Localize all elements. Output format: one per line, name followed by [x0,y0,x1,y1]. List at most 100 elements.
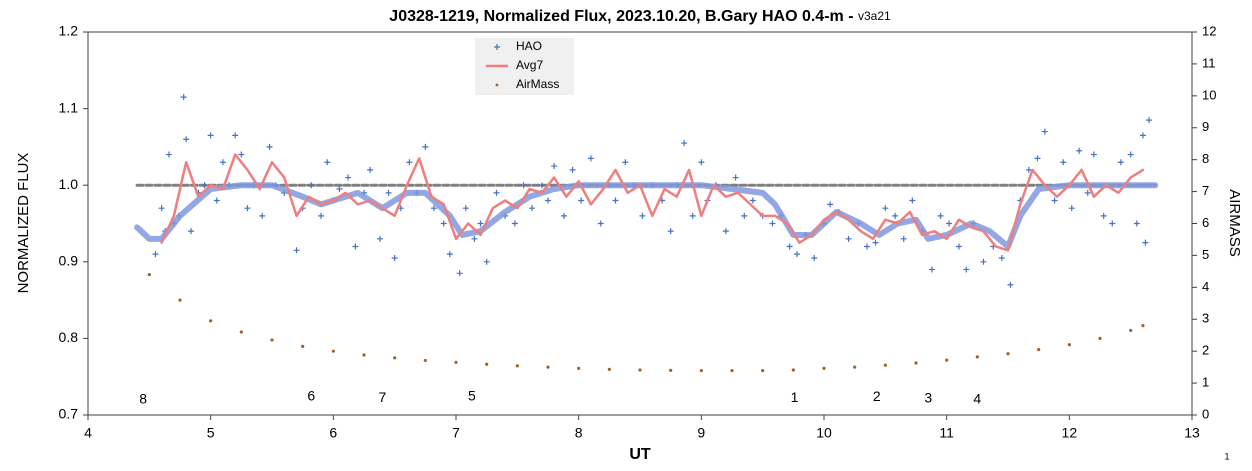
data-point [483,258,490,265]
data-point [1142,239,1149,246]
data-point [786,243,793,250]
data-point [1139,132,1146,139]
y2-tick-label: 6 [1202,215,1209,230]
data-point [1034,155,1041,162]
data-point [511,220,518,227]
data-point [336,186,343,193]
legend-label: Avg7 [516,58,543,72]
data-point [900,235,907,242]
data-point [545,197,551,204]
y-tick-label: 0.8 [59,329,79,345]
data-point [1007,281,1014,288]
x-tick-label: 9 [697,425,705,441]
annotation: 3 [924,390,932,406]
x-tick-label: 8 [575,425,583,441]
data-point [639,212,646,219]
data-point [909,197,916,204]
legend-marker [494,44,500,50]
airmass-point [178,298,182,302]
page-number: 1 [1224,451,1229,461]
airmass-point [669,368,673,372]
data-point [1025,166,1032,173]
y-tick-label: 0.9 [59,253,79,269]
data-point [612,197,619,204]
y-axis-label: NORMALIZED FLUX [15,153,32,294]
plot-frame [87,31,1193,416]
data-point [892,212,899,219]
data-point [376,235,383,242]
airmass-point [546,365,550,369]
airmass-point [914,361,918,365]
y-tick-label: 1.1 [59,99,79,115]
chart-title: J0328-1219, Normalized Flux, 2023.10.20,… [389,8,891,25]
avg-line [160,153,1145,252]
data-point [456,270,463,277]
data-point [244,205,251,212]
data-point [165,151,172,158]
annotation: 2 [873,388,881,404]
data-point [1090,151,1097,158]
data-point [188,228,195,235]
data-point [1146,117,1153,124]
airmass-point [393,356,397,360]
y2-tick-label: 9 [1202,119,1209,134]
data-point [667,228,674,235]
data-point [689,212,696,219]
x-axis-label: UT [629,446,651,463]
annotation: 8 [139,390,147,406]
x-tick-label: 6 [329,425,337,441]
data-point [980,258,987,265]
data-point [266,143,273,150]
data-point [471,235,478,242]
data-point [308,182,315,189]
annotation: 4 [973,390,981,406]
airmass-point [485,362,489,366]
x-tick-label: 11 [939,425,954,441]
data-point [578,197,585,204]
data-point [385,189,392,196]
airmass-point [883,363,887,367]
airmass-point [638,368,642,372]
data-point [732,174,739,181]
airmass-point [577,366,581,371]
data-point [1041,128,1048,135]
data-point [406,159,413,166]
data-point [367,166,374,173]
y2-tick-label: 2 [1202,343,1209,358]
airmass-point [853,365,857,369]
data-point [207,132,214,139]
data-point [152,251,159,258]
data-point [324,159,331,166]
airmass-point [791,368,795,372]
y2-tick-label: 5 [1202,247,1209,262]
airmass-point [454,360,458,364]
legend-label: HAO [516,39,542,53]
y2-tick-label: 3 [1202,311,1209,326]
airmass-point [1037,347,1041,352]
data-point [863,243,870,250]
data-point [1060,159,1067,166]
x-tick-label: 4 [84,425,92,441]
data-point [1109,220,1116,227]
annotation: 1 [791,389,799,405]
data-point [698,159,705,166]
airmass-point [822,366,826,371]
data-point [597,220,604,227]
data-point [928,266,935,273]
data-point [219,159,226,166]
data-point [560,212,567,219]
x-tick-label: 10 [816,425,832,441]
data-point [937,212,944,219]
data-point [238,151,245,158]
data-point [569,166,576,173]
data-point [183,136,190,143]
airmass-point [1067,343,1071,347]
data-point [430,205,437,212]
data-point [681,140,688,147]
model-curve [134,182,1159,250]
airmass-point [362,353,366,357]
airmass-point [607,367,611,371]
y2-tick-label: 10 [1202,87,1216,102]
data-point [1133,220,1140,227]
data-point [845,235,852,242]
